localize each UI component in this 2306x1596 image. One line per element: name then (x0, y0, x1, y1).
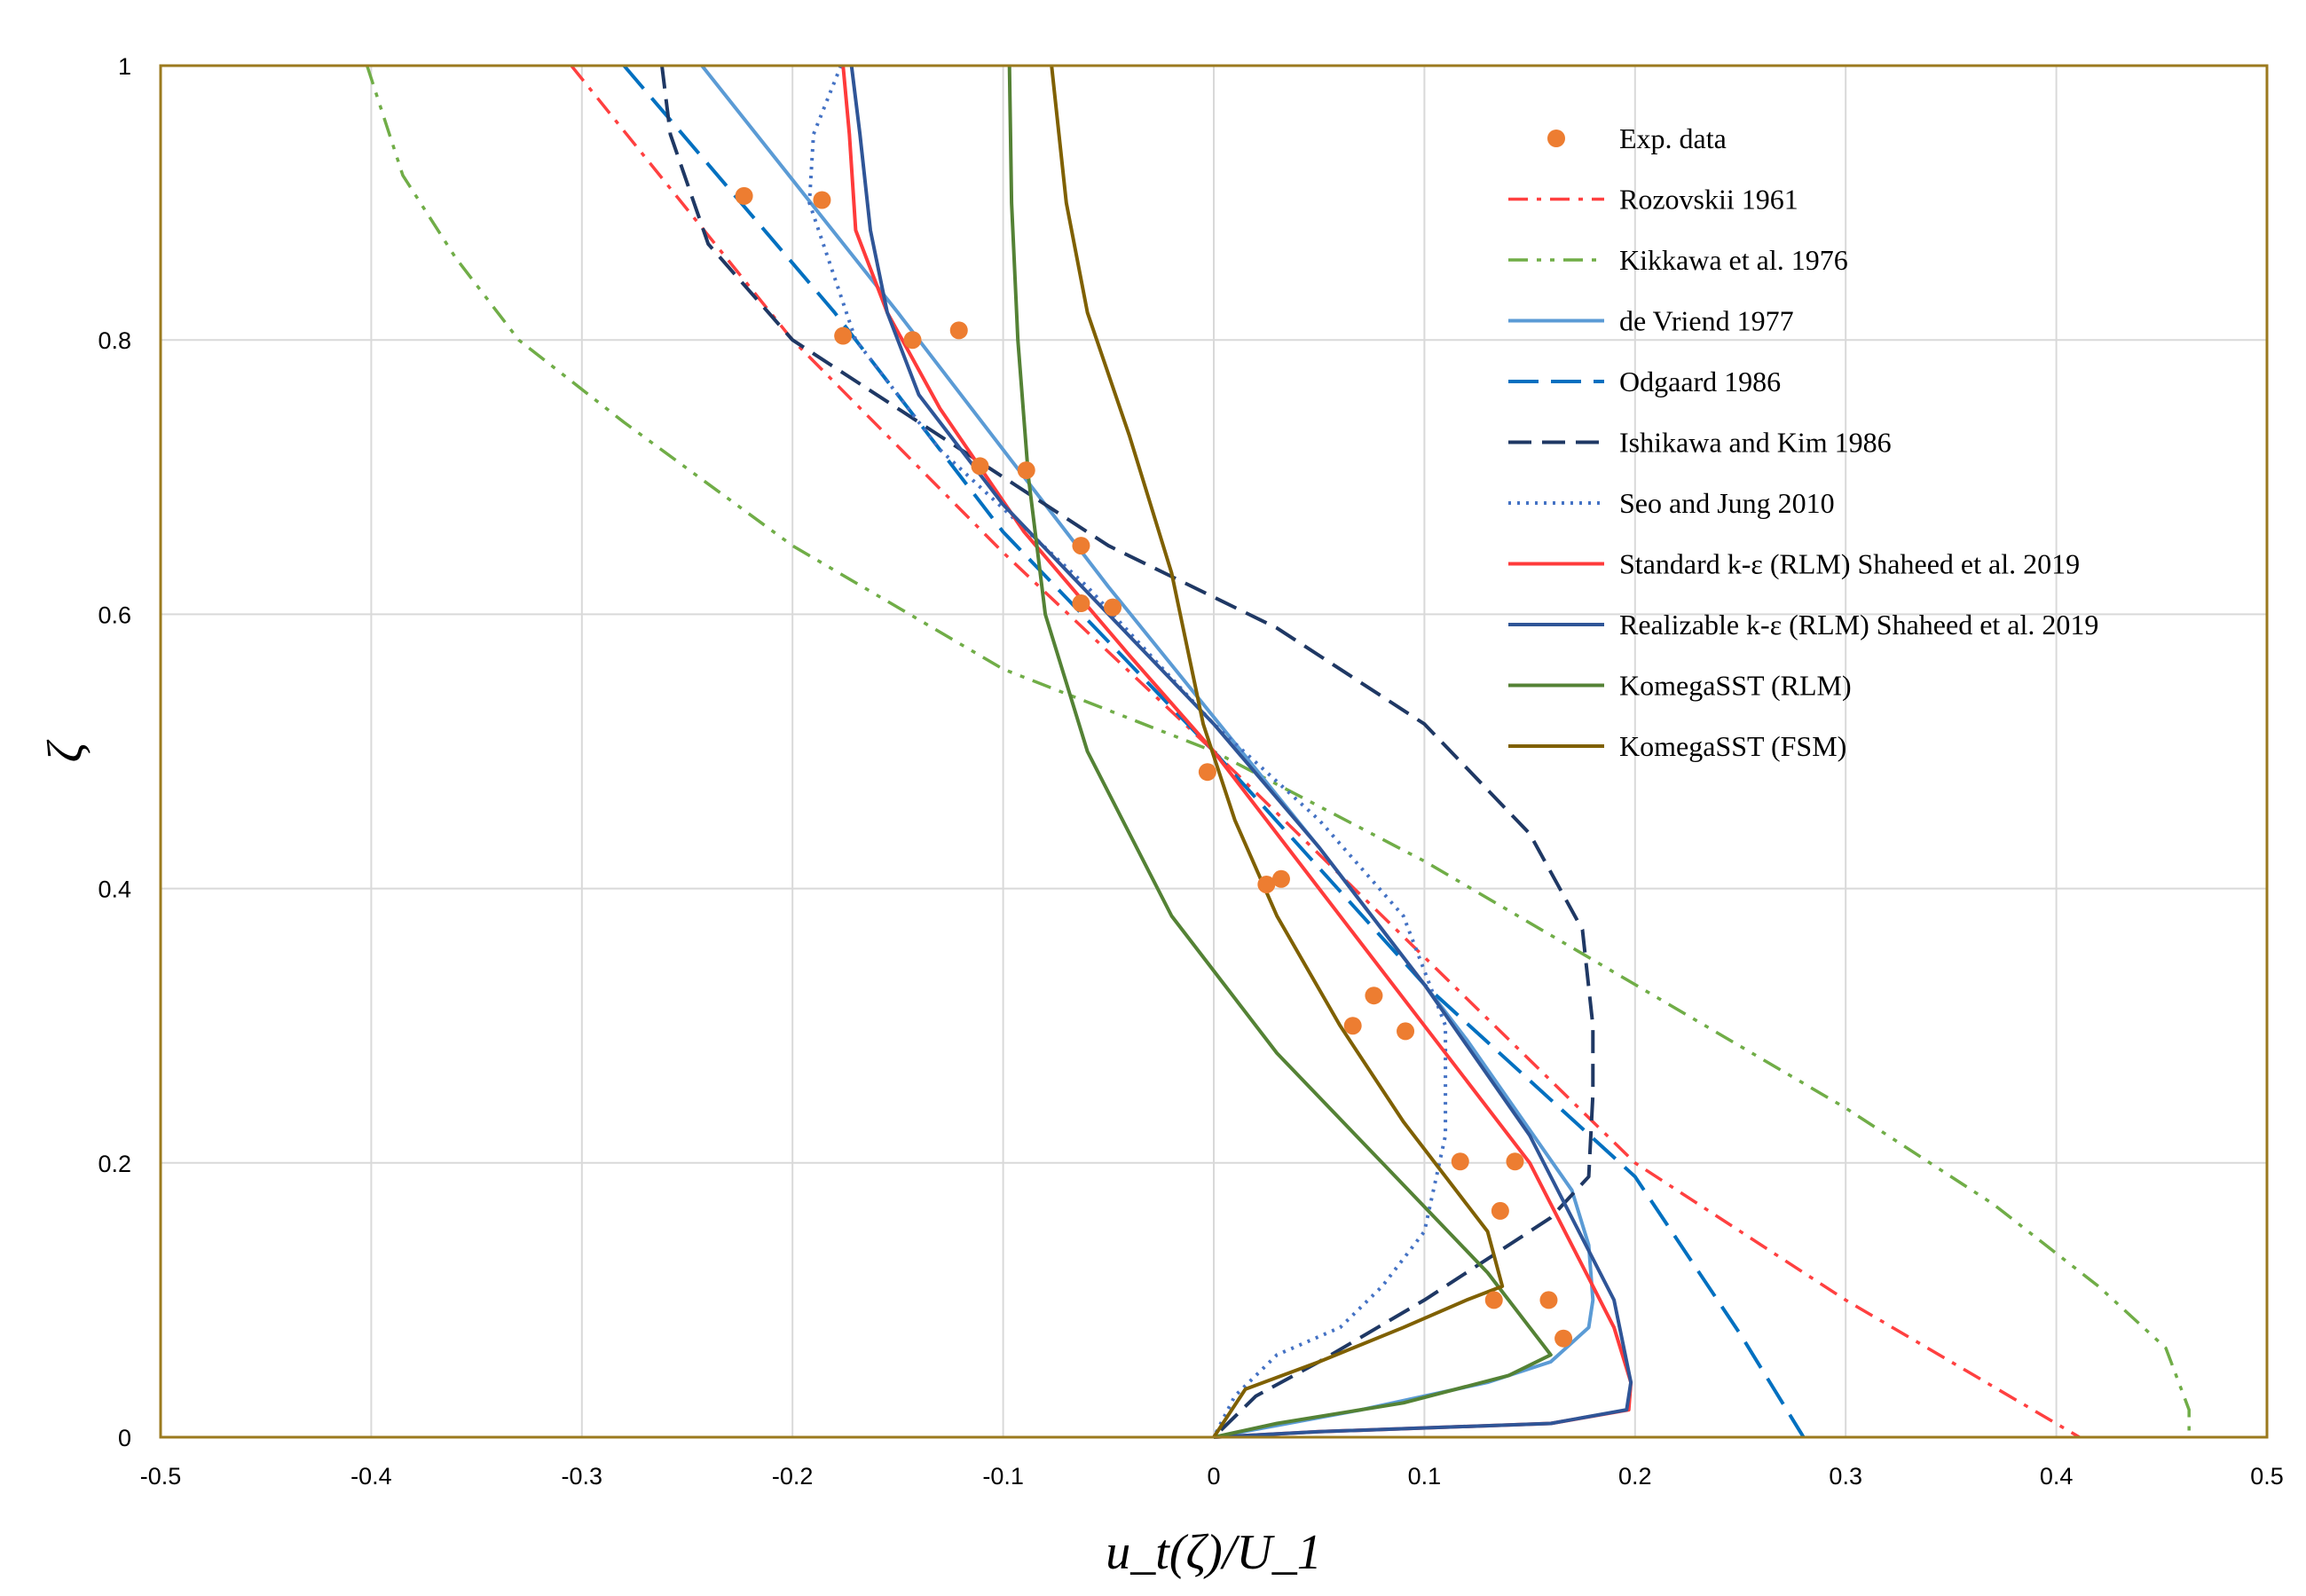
legend-item: Kikkawa et al. 1976 (1508, 244, 1848, 276)
legend-item: Seo and Jung 2010 (1508, 487, 1835, 519)
legend-label: Odgaard 1986 (1619, 366, 1781, 397)
data-point (735, 186, 753, 205)
data-point (1491, 1201, 1509, 1220)
series-line-realizable-k-rlm-shaheed-et-al-2019 (849, 65, 1633, 1439)
legend-label: Seo and Jung 2010 (1619, 487, 1835, 519)
x-axis-ticks: -0.5 -0.4 -0.3 -0.2 -0.1 0 0.1 0.2 0.3 0.4 0.5 (140, 1463, 2284, 1490)
legend-item: de Vriend 1977 (1508, 305, 1794, 337)
x-tick-label: -0.4 (350, 1463, 392, 1490)
legend-item: KomegaSST (FSM) (1508, 730, 1846, 762)
x-axis-title: u_t(ζ)/U_1 (1106, 1525, 1322, 1580)
x-tick-label: 0.5 (2250, 1463, 2284, 1490)
data-point (1343, 1017, 1362, 1035)
x-tick-label: 0.2 (1618, 1463, 1652, 1490)
series-line-seo-and-jung-2010 (807, 65, 1448, 1438)
data-point (1365, 987, 1383, 1005)
data-point (1271, 869, 1290, 888)
y-axis-title: ζ (38, 739, 93, 762)
data-point (1017, 461, 1035, 480)
legend-item: KomegaSST (RLM) (1508, 670, 1852, 702)
x-tick-label: -0.3 (562, 1463, 603, 1490)
data-point (1198, 763, 1216, 782)
legend-label: KomegaSST (FSM) (1619, 730, 1846, 762)
data-point (834, 326, 853, 345)
legend-label: KomegaSST (RLM) (1619, 670, 1852, 702)
x-tick-label: -0.1 (982, 1463, 1024, 1490)
x-tick-label: 0.4 (2040, 1463, 2074, 1490)
y-tick-label: 1 (118, 53, 131, 80)
series-points (735, 186, 1573, 1348)
data-point (1072, 537, 1090, 555)
y-axis-ticks: 0 0.2 0.4 0.6 0.8 1 (98, 53, 131, 1451)
data-point (949, 321, 968, 340)
data-point (1397, 1022, 1415, 1041)
legend-item: Standard k-ε (RLM) Shaheed et al. 2019 (1508, 548, 2080, 580)
legend-item: Ishikawa and Kim 1986 (1508, 427, 1892, 459)
plot-area-frame (159, 64, 2269, 1439)
legend-label: Rozovskii 1961 (1619, 184, 1798, 216)
y-tick-label: 0.2 (98, 1151, 131, 1177)
series-lines (366, 64, 2191, 1439)
data-point (903, 331, 922, 350)
y-tick-label: 0.8 (98, 327, 131, 354)
x-tick-label: 0.1 (1408, 1463, 1442, 1490)
y-tick-label: 0.6 (98, 601, 131, 628)
legend: Exp. data Rozovskii 1961 Kikkawa et al. 19… (1508, 122, 2098, 762)
series-line-komegasst-fsm (1050, 65, 1505, 1439)
data-point (1484, 1291, 1503, 1309)
legend-label: de Vriend 1977 (1619, 305, 1794, 337)
legend-label: Kikkawa et al. 1976 (1619, 244, 1848, 276)
data-point (1554, 1329, 1573, 1348)
data-point (1104, 598, 1122, 617)
series-line-ishikawa-and-kim-1986 (660, 65, 1595, 1439)
x-tick-label: -0.5 (140, 1463, 182, 1490)
y-tick-label: 0.4 (98, 877, 131, 903)
legend-item: Rozovskii 1961 (1508, 184, 1798, 216)
legend-label: Exp. data (1619, 122, 1727, 154)
legend-label: Standard k-ε (RLM) Shaheed et al. 2019 (1619, 548, 2080, 580)
x-tick-label: -0.2 (772, 1463, 814, 1490)
data-point (1072, 594, 1090, 613)
data-point (971, 457, 989, 476)
legend-label: Ishikawa and Kim 1986 (1619, 427, 1892, 459)
data-point (1506, 1152, 1524, 1171)
series-line-komegasst-rlm (1007, 65, 1553, 1439)
legend-swatch-marker (1547, 130, 1565, 147)
x-tick-label: 0.3 (1829, 1463, 1862, 1490)
legend-label: Realizable k-ε (RLM) Shaheed et al. 2019 (1619, 609, 2098, 641)
data-point (1257, 875, 1276, 893)
legend-item: Exp. data (1547, 122, 1727, 154)
legend-item: Realizable k-ε (RLM) Shaheed et al. 2019 (1508, 609, 2098, 641)
legend-item: Odgaard 1986 (1508, 366, 1781, 397)
series-line-kikkawa-et-al-1976 (366, 65, 2191, 1437)
data-point (1539, 1291, 1558, 1309)
data-point (813, 191, 831, 209)
data-point (1451, 1152, 1469, 1171)
x-tick-label: 0 (1207, 1463, 1220, 1490)
y-tick-label: 0 (118, 1425, 131, 1451)
